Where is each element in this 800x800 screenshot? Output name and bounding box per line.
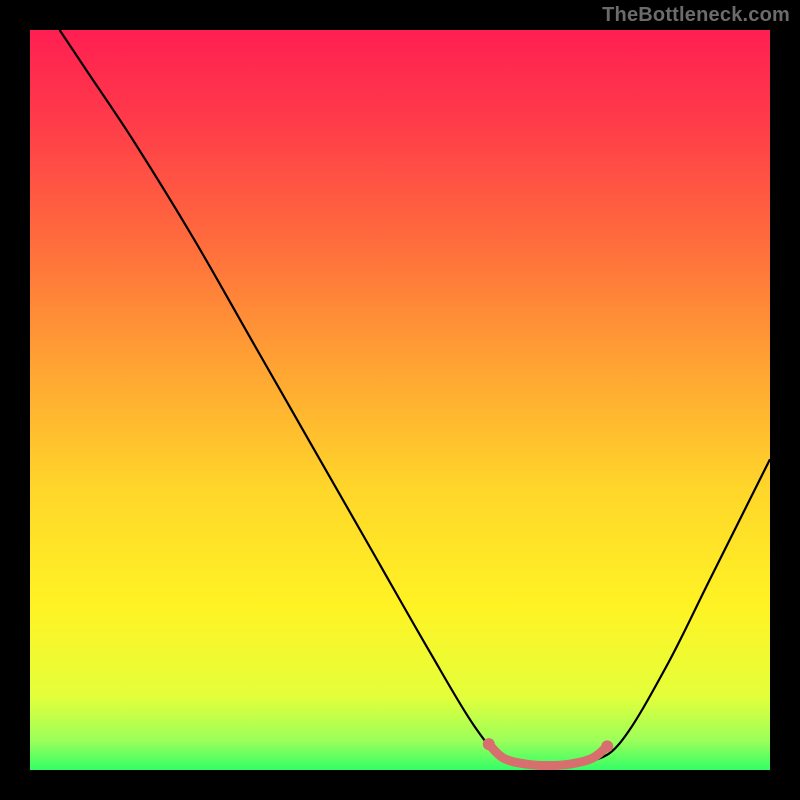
- plot-background: [30, 30, 770, 770]
- bottleneck-chart: TheBottleneck.com: [0, 0, 800, 800]
- highlight-endpoint-left: [483, 738, 495, 750]
- highlight-endpoint-right: [601, 740, 613, 752]
- chart-svg: [0, 0, 800, 800]
- watermark-label: TheBottleneck.com: [602, 4, 790, 27]
